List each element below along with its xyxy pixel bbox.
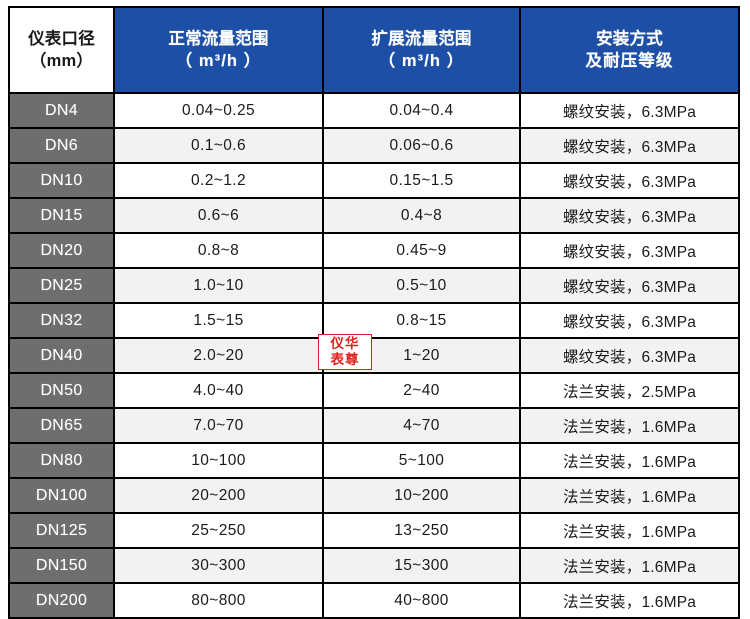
cell-installation: 法兰安装，1.6MPa <box>521 479 738 512</box>
header-row: 仪表口径 （mm） 正常流量范围 （ m³/h ） 扩展流量范围 （ m³/h … <box>10 8 738 92</box>
cell-extended-range: 0.04~0.4 <box>324 94 519 127</box>
table-header: 仪表口径 （mm） 正常流量范围 （ m³/h ） 扩展流量范围 （ m³/h … <box>10 8 738 92</box>
cell-meter-size: DN20 <box>10 234 113 267</box>
cell-normal-range: 7.0~70 <box>115 409 322 442</box>
cell-normal-range: 4.0~40 <box>115 374 322 407</box>
cell-meter-size: DN15 <box>10 199 113 232</box>
column-header-meter-size-line1: 仪表口径 <box>28 29 95 48</box>
cell-installation: 法兰安装，1.6MPa <box>521 409 738 442</box>
cell-meter-size: DN200 <box>10 584 113 617</box>
column-header-meter-size: 仪表口径 （mm） <box>10 8 113 92</box>
cell-normal-range: 0.6~6 <box>115 199 322 232</box>
column-header-installation-pressure: 安装方式 及耐压等级 <box>521 8 738 92</box>
cell-normal-range: 0.1~0.6 <box>115 129 322 162</box>
cell-extended-range: 13~250 <box>324 514 519 547</box>
cell-meter-size: DN40 <box>10 339 113 372</box>
cell-extended-range: 5~100 <box>324 444 519 477</box>
cell-extended-range: 0.5~10 <box>324 269 519 302</box>
cell-meter-size: DN10 <box>10 164 113 197</box>
table-row: DN150 30~300 15~300 法兰安装，1.6MPa <box>10 549 738 582</box>
column-header-meter-size-line2: （mm） <box>29 52 94 70</box>
column-header-normal-flow-range: 正常流量范围 （ m³/h ） <box>115 8 322 92</box>
cell-normal-range: 20~200 <box>115 479 322 512</box>
table-row: DN80 10~100 5~100 法兰安装，1.6MPa <box>10 444 738 477</box>
column-header-installation-pressure-line1: 安装方式 <box>596 29 663 48</box>
cell-installation: 螺纹安装，6.3MPa <box>521 94 738 127</box>
cell-extended-range: 0.8~15 <box>324 304 519 337</box>
cell-installation: 螺纹安装，6.3MPa <box>521 339 738 372</box>
cell-normal-range: 1.0~10 <box>115 269 322 302</box>
cell-normal-range: 0.8~8 <box>115 234 322 267</box>
cell-extended-range: 0.15~1.5 <box>324 164 519 197</box>
cell-installation: 法兰安装，1.6MPa <box>521 444 738 477</box>
cell-extended-range: 40~800 <box>324 584 519 617</box>
column-header-normal-flow-range-line1: 正常流量范围 <box>168 29 269 48</box>
cell-normal-range: 25~250 <box>115 514 322 547</box>
table-row: DN25 1.0~10 0.5~10 螺纹安装，6.3MPa <box>10 269 738 302</box>
table-row: DN4 0.04~0.25 0.04~0.4 螺纹安装，6.3MPa <box>10 94 738 127</box>
cell-installation: 法兰安装，1.6MPa <box>521 584 738 617</box>
watermark-line1: 仪华 <box>330 336 360 351</box>
cell-meter-size: DN80 <box>10 444 113 477</box>
cell-extended-range: 15~300 <box>324 549 519 582</box>
table-row: DN200 80~800 40~800 法兰安装，1.6MPa <box>10 584 738 617</box>
table-row: DN20 0.8~8 0.45~9 螺纹安装，6.3MPa <box>10 234 738 267</box>
table-body: DN4 0.04~0.25 0.04~0.4 螺纹安装，6.3MPa DN6 0.1~0.… <box>10 94 738 617</box>
cell-normal-range: 30~300 <box>115 549 322 582</box>
table-row: DN65 7.0~70 4~70 法兰安装，1.6MPa <box>10 409 738 442</box>
table-row: DN6 0.1~0.6 0.06~0.6 螺纹安装，6.3MPa <box>10 129 738 162</box>
cell-normal-range: 0.2~1.2 <box>115 164 322 197</box>
watermark-line2: 表尊 <box>330 352 360 367</box>
watermark-logo: 仪华 表尊 <box>318 334 372 370</box>
column-header-extended-flow-range-line1: 扩展流量范围 <box>371 29 472 48</box>
table-row: DN40 2.0~20 1~20 螺纹安装，6.3MPa <box>10 339 738 372</box>
table-row: DN100 20~200 10~200 法兰安装，1.6MPa <box>10 479 738 512</box>
column-header-installation-pressure-line2: 及耐压等级 <box>585 52 674 70</box>
cell-meter-size: DN25 <box>10 269 113 302</box>
cell-extended-range: 0.4~8 <box>324 199 519 232</box>
cell-meter-size: DN65 <box>10 409 113 442</box>
table-row: DN15 0.6~6 0.4~8 螺纹安装，6.3MPa <box>10 199 738 232</box>
column-header-normal-flow-range-line2: （ m³/h ） <box>175 52 262 70</box>
cell-meter-size: DN6 <box>10 129 113 162</box>
cell-normal-range: 10~100 <box>115 444 322 477</box>
cell-installation: 螺纹安装，6.3MPa <box>521 234 738 267</box>
cell-extended-range: 0.45~9 <box>324 234 519 267</box>
cell-meter-size: DN32 <box>10 304 113 337</box>
flow-meter-spec-table: 仪表口径 （mm） 正常流量范围 （ m³/h ） 扩展流量范围 （ m³/h … <box>8 6 740 619</box>
table-row: DN125 25~250 13~250 法兰安装，1.6MPa <box>10 514 738 547</box>
cell-normal-range: 80~800 <box>115 584 322 617</box>
cell-installation: 螺纹安装，6.3MPa <box>521 304 738 337</box>
cell-meter-size: DN4 <box>10 94 113 127</box>
table-row: DN32 1.5~15 0.8~15 螺纹安装，6.3MPa <box>10 304 738 337</box>
table-row: DN10 0.2~1.2 0.15~1.5 螺纹安装，6.3MPa <box>10 164 738 197</box>
cell-extended-range: 10~200 <box>324 479 519 512</box>
cell-installation: 螺纹安装，6.3MPa <box>521 164 738 197</box>
cell-installation: 法兰安装，2.5MPa <box>521 374 738 407</box>
cell-installation: 螺纹安装，6.3MPa <box>521 269 738 302</box>
cell-normal-range: 2.0~20 <box>115 339 322 372</box>
table-row: DN50 4.0~40 2~40 法兰安装，2.5MPa <box>10 374 738 407</box>
cell-extended-range: 0.06~0.6 <box>324 129 519 162</box>
cell-installation: 螺纹安装，6.3MPa <box>521 199 738 232</box>
cell-meter-size: DN100 <box>10 479 113 512</box>
cell-meter-size: DN125 <box>10 514 113 547</box>
cell-extended-range: 4~70 <box>324 409 519 442</box>
cell-meter-size: DN50 <box>10 374 113 407</box>
cell-normal-range: 0.04~0.25 <box>115 94 322 127</box>
column-header-extended-flow-range-line2: （ m³/h ） <box>378 52 465 70</box>
cell-normal-range: 1.5~15 <box>115 304 322 337</box>
cell-extended-range: 2~40 <box>324 374 519 407</box>
cell-meter-size: DN150 <box>10 549 113 582</box>
cell-installation: 法兰安装，1.6MPa <box>521 514 738 547</box>
cell-installation: 法兰安装，1.6MPa <box>521 549 738 582</box>
cell-installation: 螺纹安装，6.3MPa <box>521 129 738 162</box>
column-header-extended-flow-range: 扩展流量范围 （ m³/h ） <box>324 8 519 92</box>
